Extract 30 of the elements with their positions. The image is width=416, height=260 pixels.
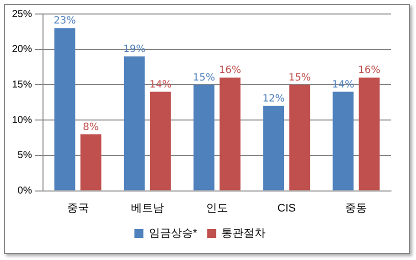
- bar: [263, 106, 284, 190]
- x-tick-label: 베트남: [130, 202, 164, 214]
- legend-label: 임금상승*: [148, 228, 198, 240]
- x-tick-label: 인도: [206, 202, 228, 214]
- data-label: 15%: [288, 72, 311, 84]
- bar: [150, 92, 171, 190]
- data-label: 8%: [82, 122, 99, 133]
- y-tick-label: 25%: [12, 8, 32, 20]
- x-tick-label: 중동: [345, 202, 368, 214]
- bar: [332, 92, 354, 190]
- y-tick-label: 10%: [12, 114, 32, 126]
- data-label: 16%: [218, 65, 242, 76]
- bar: [80, 134, 102, 190]
- legend-label: 통관절차: [222, 228, 266, 240]
- x-tick-label: CIS: [277, 202, 296, 214]
- bar: [124, 56, 145, 190]
- bar: [220, 78, 240, 190]
- bar: [54, 28, 76, 190]
- data-label: 16%: [358, 65, 380, 76]
- data-label: 23%: [54, 16, 76, 27]
- bar: [194, 84, 214, 190]
- bar: [289, 84, 310, 190]
- y-tick-label: 0%: [18, 186, 32, 197]
- y-tick-label: 15%: [12, 79, 32, 90]
- y-tick-label: 5%: [18, 150, 32, 162]
- x-tick-label: 중국: [66, 202, 89, 214]
- bar: [358, 78, 380, 190]
- data-label: 15%: [192, 72, 216, 84]
- data-label: 12%: [262, 94, 285, 105]
- y-tick-label: 20%: [12, 44, 32, 56]
